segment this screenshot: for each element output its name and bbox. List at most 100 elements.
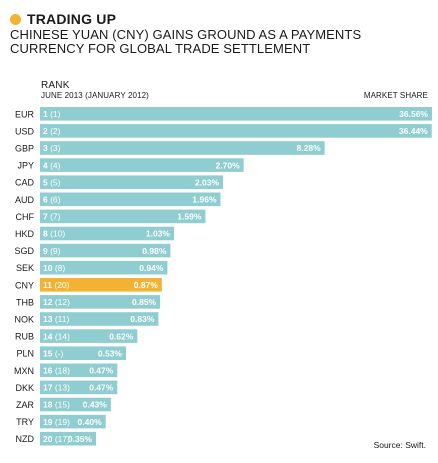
- value-label: 0.47%: [89, 383, 114, 393]
- chart-subtitle: CHINESE YUAN (CNY) GAINS GROUND AS A PAY…: [10, 27, 362, 56]
- bar-cny: [40, 278, 162, 292]
- value-label: 0.43%: [83, 400, 108, 410]
- currency-label: AUD: [15, 195, 35, 205]
- bar-row-dkk: DKK 17 (13) 0.47%: [15, 380, 118, 395]
- value-label: 1.59%: [177, 212, 202, 222]
- rank-label: 13 (11): [43, 314, 69, 324]
- currency-label: MXN: [14, 366, 34, 376]
- value-label: 0.53%: [98, 348, 123, 358]
- rank-label: 4 (4): [43, 160, 61, 170]
- bar-row-mxn: MXN 16 (18) 0.47%: [14, 363, 118, 378]
- source-note: Source: Swift.: [373, 440, 426, 450]
- rank-label: 2 (2): [43, 126, 61, 136]
- bar-row-cad: CAD 5 (5) 2.03%: [15, 175, 224, 189]
- rank-header: RANK: [41, 80, 70, 91]
- currency-label: CAD: [15, 178, 35, 188]
- bar-nok: [40, 312, 159, 326]
- currency-label: SGD: [14, 246, 34, 256]
- value-label: 0.40%: [78, 417, 103, 427]
- bar-row-nzd: NZD 20 (17)0.35%: [16, 431, 96, 446]
- currency-label: CNY: [15, 280, 34, 290]
- value-label: 1.03%: [146, 229, 171, 239]
- rank-label: 1 (1): [43, 109, 61, 119]
- rank-label: 20 (17): [43, 434, 70, 444]
- market-share-header: MARKET SHARE: [363, 91, 428, 100]
- bar-row-sgd: SGD 9 (9) 0.98%: [14, 243, 171, 258]
- currency-label: EUR: [15, 109, 35, 119]
- rank-label: 7 (7): [43, 212, 61, 222]
- bar-row-rub: RUB 14 (14) 0.62%: [15, 329, 138, 343]
- currency-label: DKK: [15, 383, 34, 393]
- bar-row-zar: ZAR 18 (15) 0.43%: [16, 397, 111, 412]
- rank-label: 8 (10): [43, 229, 65, 239]
- bar-try: [40, 414, 106, 429]
- rank-label: 16 (18): [43, 366, 70, 376]
- rank-label: 15 (-): [43, 348, 63, 358]
- bar-thb: [40, 295, 161, 309]
- bar-row-usd: USD 2 (2) 36.44%: [15, 124, 432, 138]
- value-label: 0.94%: [139, 263, 164, 273]
- rank-label: 17 (13): [43, 383, 70, 393]
- currency-label: USD: [15, 126, 35, 136]
- bar-row-thb: THB 12 (12) 0.85%: [16, 295, 161, 309]
- value-label: 2.70%: [216, 160, 241, 170]
- bar-gbp: [40, 141, 325, 155]
- bar-usd: [40, 124, 432, 138]
- currency-label: CHF: [16, 212, 35, 222]
- bar-row-eur: EUR 1 (1) 36.56%: [15, 107, 432, 121]
- currency-label: PLN: [16, 349, 34, 359]
- currency-label: JPY: [17, 161, 34, 171]
- value-label: 0.98%: [142, 246, 167, 256]
- bar-hkd: [40, 226, 175, 241]
- rank-label: 11 (20): [43, 280, 70, 290]
- value-label: 0.85%: [132, 297, 157, 307]
- bar-row-jpy: JPY 4 (4) 2.70%: [17, 158, 244, 172]
- bar-rub: [40, 329, 138, 343]
- rank-label: 5 (5): [43, 177, 61, 187]
- bar-mxn: [40, 363, 118, 378]
- bar-row-hkd: HKD 8 (10) 1.03%: [15, 226, 175, 241]
- bar-zar: [40, 397, 111, 412]
- bar-row-aud: AUD 6 (6) 1.96%: [15, 192, 221, 207]
- rank-label: 9 (9): [43, 246, 61, 256]
- bar-row-chf: CHF 7 (7) 1.59%: [16, 209, 206, 224]
- bar-row-sek: SEK 10 (8) 0.94%: [16, 260, 168, 275]
- bar-sgd: [40, 243, 171, 258]
- bar-aud: [40, 192, 221, 207]
- value-label: 0.87%: [134, 280, 159, 290]
- bar-chf: [40, 209, 206, 224]
- rank-subheader: JUNE 2013 (JANUARY 2012): [41, 91, 149, 100]
- rank-label: 6 (6): [43, 195, 61, 205]
- value-label: 8.28%: [297, 143, 322, 153]
- bar-nzd: [40, 431, 96, 446]
- rank-label: 18 (15): [43, 400, 70, 410]
- value-label: 0.83%: [130, 314, 155, 324]
- rank-label: 3 (3): [43, 143, 61, 153]
- bar-eur: [40, 107, 432, 121]
- currency-label: ZAR: [16, 400, 35, 410]
- value-label: 36.56%: [399, 109, 428, 119]
- bar-row-pln: PLN 15 (-) 0.53%: [16, 346, 126, 360]
- bar-sek: [40, 260, 168, 275]
- bar-cad: [40, 175, 224, 189]
- bar-row-gbp: GBP 3 (3) 8.28%: [15, 141, 325, 155]
- bar-jpy: [40, 158, 244, 172]
- value-label: 0.62%: [109, 331, 134, 341]
- bar-dkk: [40, 380, 118, 395]
- rank-label: 19 (19): [43, 417, 70, 427]
- chart-title-row: TRADING UP: [10, 11, 116, 27]
- currency-label: NOK: [14, 315, 34, 325]
- currency-label: RUB: [15, 332, 34, 342]
- currency-label: GBP: [15, 144, 34, 154]
- currency-label: HKD: [15, 229, 35, 239]
- currency-label: NZD: [16, 434, 35, 444]
- value-label: 1.96%: [192, 195, 217, 205]
- rank-label: 14 (14): [43, 331, 70, 341]
- currency-label: SEK: [16, 263, 34, 273]
- value-label: 0.35%: [68, 434, 93, 444]
- value-label: 2.03%: [195, 177, 220, 187]
- bar-row-nok: NOK 13 (11) 0.83%: [14, 312, 159, 326]
- value-label: 0.47%: [89, 366, 114, 376]
- value-label: 36.44%: [399, 126, 428, 136]
